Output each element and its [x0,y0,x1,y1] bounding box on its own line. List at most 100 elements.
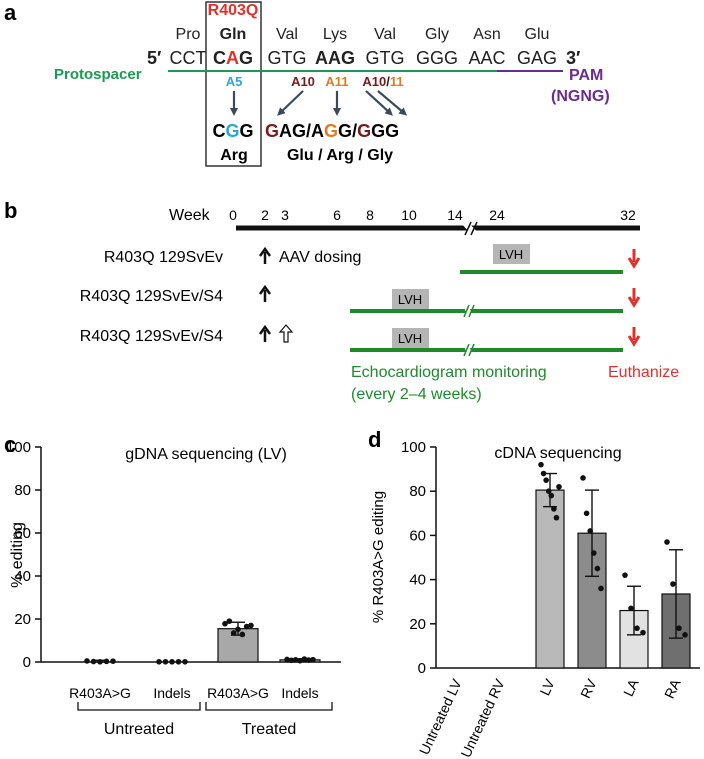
bar [535,489,565,669]
data-point [162,658,169,665]
data-point [587,528,593,534]
data-point [90,658,97,665]
data-point [538,461,544,468]
codon-aac: AAC [468,48,505,68]
timeline-break [461,219,479,238]
y-tick-label: 100 [401,439,426,456]
y-tick-label: 0 [418,660,426,677]
euthanize-label: Euthanize [608,364,679,381]
editor-a10-11: A10/11 [362,74,403,89]
data-point [175,658,182,665]
aa-val: Val [276,26,298,43]
aa-lys: Lys [323,26,347,43]
panel-a-label: a [4,0,17,25]
data-point [548,492,555,499]
aa-glu: Glu [525,26,550,43]
result-glu-arg-gly: GAG/AGG/GGG [265,121,399,141]
echo-lines [350,270,623,352]
data-point [222,620,228,627]
protospacer-label: Protospacer [54,66,142,83]
lvh-box-3 [392,328,429,348]
panel-d-label: d [368,427,381,452]
codon-ggg: GGG [416,48,458,68]
data-point [248,622,254,629]
y-tick-label: 20 [409,616,426,633]
y-tick-label: 0 [23,654,31,671]
lvh-label-2: LVH [398,292,422,307]
aa-asn: Asn [473,26,501,43]
data-point [301,656,308,662]
data-point [226,618,233,624]
data-point [676,625,682,632]
codon-gag: GAG [517,48,557,68]
data-point [670,581,676,587]
amino-acid-row: Pro Gln Val Lys Val Gly Asn Glu [176,26,550,43]
data-point [543,477,549,483]
five-prime-label: 5′ [147,48,161,68]
data-point [310,656,316,663]
y-tick-label: 40 [409,572,426,589]
gln-codon-box [205,1,262,167]
euth-arrow-2 [627,288,641,308]
week-2: 2 [261,207,269,223]
week-3: 3 [281,207,289,223]
week-8: 8 [366,207,374,223]
panel-d-title: cDNA sequencing [494,445,621,462]
data-point [598,585,604,592]
result-names: Glu / Arg / Gly [287,147,393,164]
data-point [622,572,628,578]
category-label: RV [577,676,600,701]
week-10: 10 [401,207,417,223]
y-tick-label: 20 [14,611,31,628]
aav-dosing-label: AAV dosing [279,249,361,266]
dose-arrow-2 [258,284,272,302]
data-point [156,658,162,665]
dna-sequence: 5′ CCT CAG GTG AAG GTG GGG AAC GAG 3′ [147,48,580,68]
aa-val2: Val [374,26,396,43]
group-label: Untreated [104,721,174,738]
row-labels: R403Q 129SvEv R403Q 129SvEv/S4 R403Q 129… [80,249,223,345]
codon-cct: CCT [170,48,207,68]
lvh-label-1: LVH [499,247,523,262]
arrow-a10 [277,90,304,116]
week-0: 0 [229,207,237,223]
group-bracket [205,702,333,711]
data-point [169,658,175,665]
category-label: R403A>G [207,685,269,701]
row-label-1: R403Q 129SvEv [104,249,223,266]
dose-arrow-3 [258,324,272,342]
data-point [594,565,601,572]
data-point [292,657,299,663]
dose-arrow-1 [258,246,272,264]
data-point [182,658,188,665]
data-point [110,658,116,664]
y-tick-label: 80 [409,483,426,500]
y-tick-label: 60 [409,527,426,544]
lvh-box-1 [493,244,530,264]
data-point [545,488,552,495]
data-point [305,657,312,663]
aa-gln: Gln [220,26,247,43]
codon-aag: AAG [315,48,355,68]
data-point [540,470,547,477]
week-24: 24 [489,207,505,223]
data-point [634,625,640,632]
data-point [664,539,670,545]
data-point [284,656,290,663]
data-point [97,658,103,665]
data-point [297,657,303,664]
codon-gtg2: GTG [366,48,405,68]
panel-d: d cDNA sequencing % R403A>G editing 0 20 4… [368,427,700,759]
week-ticks: 0 2 3 6 8 10 14 24 32 [229,207,636,223]
euth-arrow-1 [627,249,641,269]
data-point [239,631,246,638]
euth-arrow-3 [627,327,641,347]
data-point [551,506,557,512]
echo-label-1: Echocardiogram monitoring [351,364,547,381]
panel-b: b Week 0 2 3 6 8 10 14 24 32 R403Q 129Sv… [4,198,679,403]
category-label: R403A>G [69,685,131,701]
pam-sequence: (NGNG) [551,88,610,105]
panel-c: c gDNA sequencing (LV) % editing 0 20 40 60… [4,432,341,738]
data-point [591,550,597,556]
